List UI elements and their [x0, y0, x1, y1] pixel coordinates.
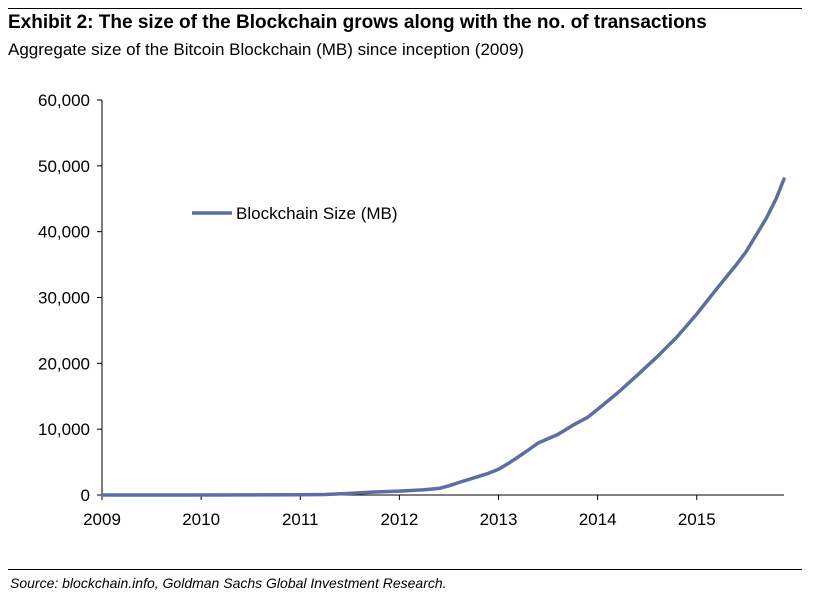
x-tick-label: 2013	[480, 510, 518, 529]
series-line	[100, 177, 786, 497]
x-tick-label: 2011	[282, 510, 319, 529]
y-tick-label: 10,000	[38, 420, 90, 439]
chart-subtitle: Aggregate size of the Bitcoin Blockchain…	[8, 40, 524, 59]
y-tick-label: 50,000	[38, 157, 90, 176]
legend-label: Blockchain Size (MB)	[236, 204, 398, 223]
x-tick-label: 2009	[83, 510, 121, 529]
y-tick-label: 60,000	[38, 91, 90, 110]
chart-title: Exhibit 2: The size of the Blockchain gr…	[8, 12, 707, 33]
y-tick-label: 40,000	[38, 223, 90, 242]
y-tick-label: 30,000	[38, 289, 90, 308]
y-tick-label: 0	[81, 486, 90, 505]
x-tick-label: 2015	[678, 510, 716, 529]
y-tick-label: 20,000	[38, 354, 90, 373]
x-tick-label: 2010	[182, 510, 220, 529]
x-tick-label: 2014	[579, 510, 617, 529]
bottom-rule	[8, 569, 802, 570]
x-tick-label: 2012	[380, 510, 418, 529]
top-rule	[8, 8, 802, 9]
source-note: Source: blockchain.info, Goldman Sachs G…	[10, 575, 447, 591]
